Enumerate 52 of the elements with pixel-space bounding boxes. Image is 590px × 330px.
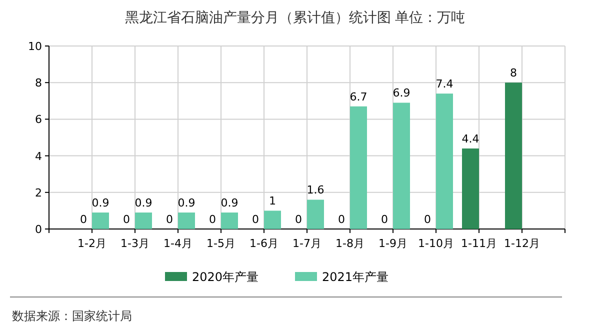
data-label: 1 (269, 194, 276, 208)
y-tick-label: 0 (35, 223, 42, 236)
data-label: 1.6 (306, 184, 324, 197)
bar (462, 148, 479, 229)
y-tick-label: 6 (35, 113, 42, 126)
data-label: 0.9 (178, 196, 196, 210)
data-label: 0 (80, 213, 87, 226)
data-label: 0 (424, 213, 431, 226)
bar (307, 200, 324, 229)
data-label: 7.4 (436, 78, 454, 91)
data-label: 0 (123, 213, 130, 226)
x-tick-label: 1-5月 (206, 237, 236, 250)
bar (135, 212, 152, 229)
bar (350, 106, 367, 229)
x-tick-label: 1-12月 (504, 237, 540, 250)
data-label: 0.9 (92, 196, 110, 210)
data-label: 0 (381, 213, 388, 226)
data-label: 0 (295, 213, 302, 226)
data-label: 6.7 (350, 90, 368, 104)
data-label: 8 (510, 66, 517, 80)
x-tick-label: 1-10月 (418, 237, 454, 250)
bar (92, 212, 109, 229)
x-tick-label: 1-7月 (292, 237, 322, 250)
y-tick-label: 2 (35, 186, 42, 200)
x-tick-label: 1-8月 (336, 237, 364, 250)
x-tick-label: 1-6月 (250, 237, 278, 250)
data-label: 0 (338, 213, 345, 226)
bar (393, 102, 410, 229)
annotation: 数据来源：国家统计局 (12, 309, 132, 323)
data-label: 0 (252, 213, 259, 226)
data-label: 0 (209, 213, 216, 226)
data-label: 0.9 (220, 196, 238, 210)
legend-label: 2021年产量 (322, 270, 389, 284)
bar (436, 94, 453, 229)
x-tick-label: 1-3月 (120, 237, 150, 250)
y-tick-label: 4 (35, 150, 42, 163)
y-tick-label: 8 (35, 76, 42, 90)
legend-label: 2020年产量 (192, 270, 259, 284)
x-tick-label: 1-11月 (461, 237, 497, 250)
data-label: 6.9 (392, 86, 410, 100)
bar (178, 212, 195, 229)
data-label: 4.4 (462, 132, 480, 146)
data-label: 0 (166, 213, 173, 226)
data-label: 0.9 (134, 196, 152, 210)
title: 黑龙江省石脑油产量分月（累计值）统计图 单位：万吨 (124, 10, 466, 26)
bar (264, 210, 281, 229)
bar (221, 212, 238, 229)
x-tick-label: 1-2月 (78, 237, 106, 250)
y-tick-label: 10 (28, 40, 42, 53)
x-tick-label: 1-9月 (378, 237, 408, 250)
bar (505, 82, 522, 229)
x-tick-label: 1-4月 (164, 237, 192, 250)
